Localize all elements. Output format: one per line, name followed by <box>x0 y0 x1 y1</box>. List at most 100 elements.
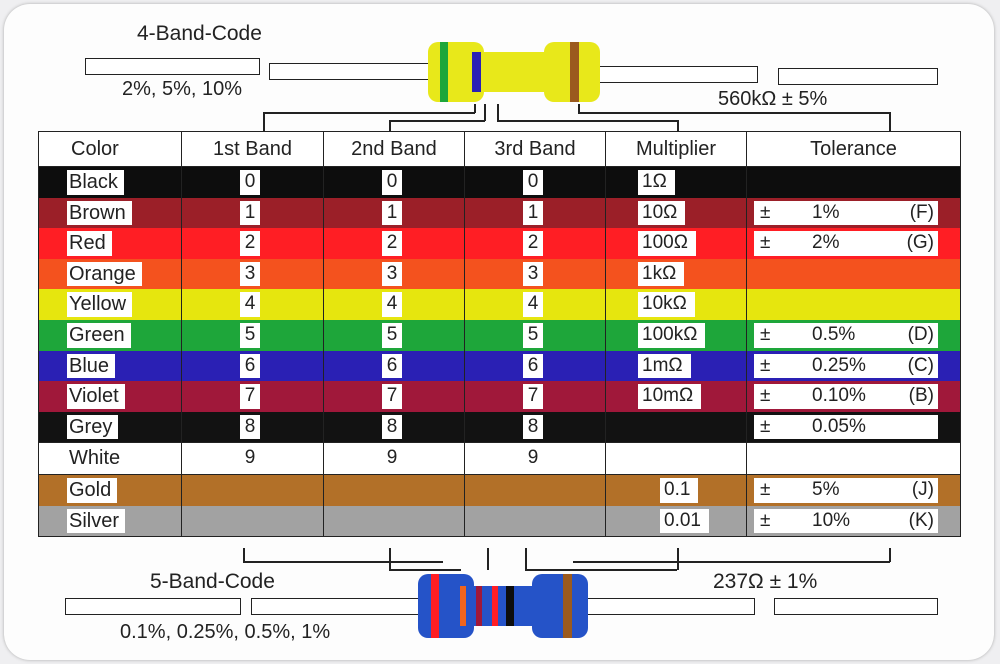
color-row-green: Green 5 5 5 100kΩ ±0.5% (D) <box>38 319 961 351</box>
color-name: Violet <box>67 384 125 409</box>
tolerance-value: 0.25% <box>812 354 866 376</box>
band2-digit: 2 <box>382 231 402 256</box>
band2-digit: 4 <box>382 292 402 317</box>
four-band-left-box <box>85 58 260 75</box>
band3-cell: 6 <box>464 350 606 382</box>
multiplier-cell: 1Ω <box>605 166 747 198</box>
band3-cell: 9 <box>464 442 606 475</box>
multiplier-cell: 100Ω <box>605 228 747 259</box>
band3-digit: 9 <box>523 446 543 471</box>
color-cell: Blue <box>38 350 182 382</box>
multiplier-cell <box>605 411 747 443</box>
tolerance-value: 0.05% <box>812 415 866 437</box>
band1-cell <box>181 473 324 506</box>
band1-digit: 3 <box>240 261 260 287</box>
multiplier-cell: 1mΩ <box>605 350 747 382</box>
band1-digit: 6 <box>240 353 260 379</box>
five-band-tolerances: 0.1%, 0.25%, 0.5%, 1% <box>120 621 331 643</box>
tolerance-box: ±10% (K) <box>754 508 938 534</box>
color-cell: Gold <box>38 473 182 506</box>
tolerance-code: (F) <box>909 201 934 223</box>
band2-cell: 9 <box>323 442 465 475</box>
band2-cell: 6 <box>323 350 465 382</box>
band3-cell: 7 <box>464 381 606 412</box>
tolerance-cell: ±1% (F) <box>746 197 961 229</box>
header-tolerance: Tolerance <box>746 131 961 167</box>
color-cell: Violet <box>38 381 182 412</box>
band1-cell: 6 <box>181 350 324 382</box>
band3-cell: 1 <box>464 197 606 229</box>
band3-cell: 4 <box>464 289 606 320</box>
tolerance-code: (G) <box>906 232 934 254</box>
band2-digit: 9 <box>382 446 402 471</box>
tolerance-value: 0.10% <box>812 385 866 407</box>
band2-digit: 7 <box>382 384 402 409</box>
four-band-lead-right <box>598 66 758 83</box>
tolerance-box: ±5% (J) <box>754 477 938 503</box>
color-cell: Grey <box>38 411 182 443</box>
tolerance-box: ±0.25% (C) <box>754 353 938 379</box>
four-band-title: 4-Band-Code <box>137 22 262 45</box>
color-cell: Green <box>38 319 182 351</box>
tolerance-sign: ± <box>760 509 771 531</box>
four-band-tolerances: 2%, 5%, 10% <box>122 78 243 100</box>
color-name: Green <box>67 322 131 348</box>
multiplier-value: 10kΩ <box>638 292 695 317</box>
color-name: Yellow <box>67 292 133 317</box>
color-name: Orange <box>67 261 142 287</box>
band2-digit: 0 <box>382 170 402 195</box>
color-name: Gold <box>67 477 118 503</box>
color-cell: Red <box>38 228 182 259</box>
color-code-table: Color 1st Band 2nd Band 3rd Band Multipl… <box>38 131 961 538</box>
color-row-violet: Violet 7 7 7 10mΩ ±0.10% (B) <box>38 381 961 412</box>
tolerance-sign: ± <box>760 323 771 345</box>
color-name: Grey <box>67 414 119 440</box>
multiplier-cell: 10mΩ <box>605 381 747 412</box>
band3-digit: 7 <box>523 384 543 409</box>
band3-cell: 5 <box>464 319 606 351</box>
tolerance-code: (J) <box>911 478 934 500</box>
tolerance-sign: ± <box>760 478 771 500</box>
band1-cell <box>181 505 324 538</box>
table-header-row: Color 1st Band 2nd Band 3rd Band Multipl… <box>38 131 961 167</box>
tolerance-sign: ± <box>760 201 771 223</box>
multiplier-cell: 0.1 <box>605 473 747 506</box>
tolerance-box: ±0.05% <box>754 414 938 440</box>
five-band-title: 5-Band-Code <box>150 570 275 593</box>
multiplier-cell: 0.01 <box>605 505 747 538</box>
color-name: White <box>67 446 127 471</box>
band1-cell: 8 <box>181 411 324 443</box>
tolerance-sign: ± <box>760 354 771 376</box>
tolerance-sign: ± <box>760 415 771 437</box>
four-band-right-box <box>778 68 938 85</box>
color-cell: Orange <box>38 258 182 290</box>
color-name: Black <box>67 170 124 195</box>
five-band-lead-left <box>251 598 419 615</box>
tolerance-code: (B) <box>908 385 934 407</box>
band2-digit: 3 <box>382 261 402 287</box>
band2-cell <box>323 505 465 538</box>
band3-digit: 2 <box>523 231 543 256</box>
five-band-right-box <box>774 598 938 615</box>
multiplier-value: 10Ω <box>638 200 686 226</box>
tolerance-cell: ±5% (J) <box>746 473 961 506</box>
tolerance-cell: ±0.5% (D) <box>746 319 961 351</box>
multiplier-value: 0.01 <box>660 508 709 534</box>
tolerance-box: ±0.10% (B) <box>754 384 938 409</box>
multiplier-cell: 100kΩ <box>605 319 747 351</box>
multiplier-value: 1kΩ <box>638 261 685 287</box>
tolerance-cell <box>746 289 961 320</box>
band2-cell: 3 <box>323 258 465 290</box>
band1-digit: 4 <box>240 292 260 317</box>
tolerance-value: 1% <box>812 201 840 223</box>
band3-digit: 1 <box>523 200 543 226</box>
band1-cell: 4 <box>181 289 324 320</box>
color-name: Brown <box>67 200 132 226</box>
band2-cell: 5 <box>323 319 465 351</box>
tolerance-cell <box>746 258 961 290</box>
header-multiplier: Multiplier <box>605 131 747 167</box>
band1-cell: 2 <box>181 228 324 259</box>
band2-cell: 1 <box>323 197 465 229</box>
band2-cell: 8 <box>323 411 465 443</box>
band1-cell: 7 <box>181 381 324 412</box>
